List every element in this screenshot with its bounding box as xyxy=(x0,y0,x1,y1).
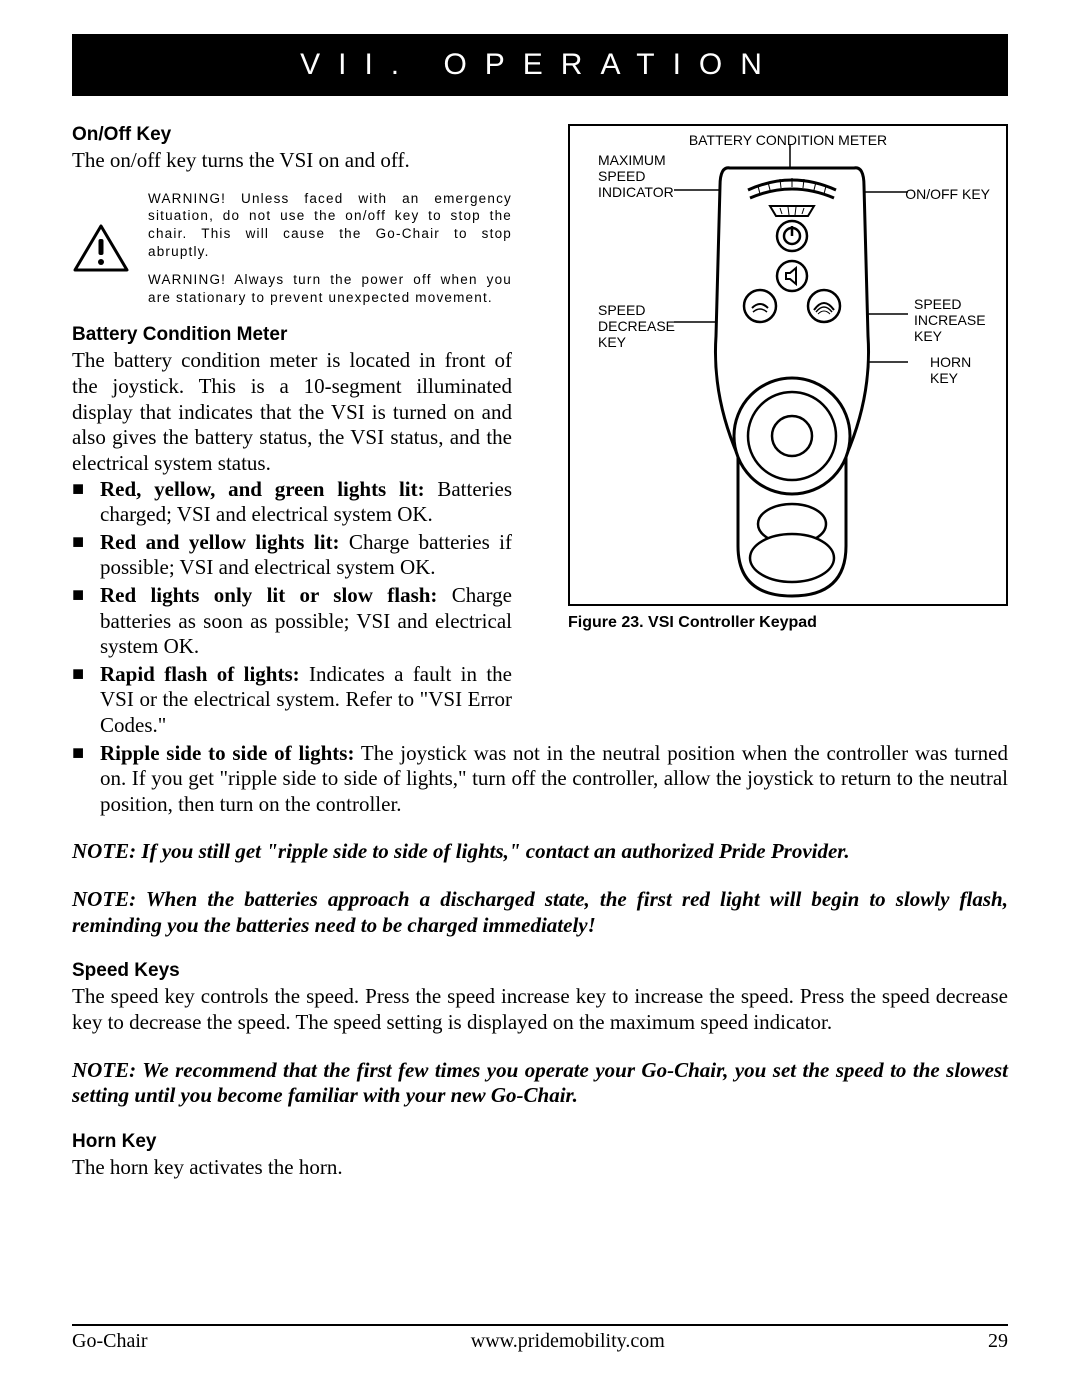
battery-item-3-bold: Red lights only lit or slow flash: xyxy=(100,583,437,607)
battery-item-2: Red and yellow lights lit: Charge batter… xyxy=(72,530,512,581)
footer-page-number: 29 xyxy=(988,1330,1008,1353)
section-header: VII. OPERATION xyxy=(72,34,1008,96)
text-horn: The horn key activates the horn. xyxy=(72,1155,1008,1181)
note-1: NOTE: If you still get "ripple side to s… xyxy=(72,839,1008,865)
battery-item-3: Red lights only lit or slow flash: Charg… xyxy=(72,583,512,660)
figure-caption: Figure 23. VSI Controller Keypad xyxy=(568,614,1008,632)
controller-diagram-icon xyxy=(570,126,1010,608)
battery-item-4: Rapid flash of lights: Indicates a fault… xyxy=(72,662,512,739)
warning-2: WARNING! Always turn the power off when … xyxy=(148,271,512,307)
footer-left: Go-Chair xyxy=(72,1330,148,1353)
battery-item-2-bold: Red and yellow lights lit: xyxy=(100,530,340,554)
warning-triangle-icon xyxy=(73,223,129,273)
heading-battery: Battery Condition Meter xyxy=(72,324,512,346)
footer-center: www.pridemobility.com xyxy=(471,1330,665,1353)
battery-item-4-bold: Rapid flash of lights: xyxy=(100,662,300,686)
warning-1: WARNING! Unless faced with an emergency … xyxy=(148,190,512,261)
battery-item-5-bold: Ripple side to side of lights: xyxy=(100,741,354,765)
battery-item-5: Ripple side to side of lights: The joyst… xyxy=(72,741,1008,818)
text-battery-intro: The battery condition meter is located i… xyxy=(72,348,512,476)
figure-vsi-keypad: BATTERY CONDITION METER MAXIMUMSPEEDINDI… xyxy=(568,124,1008,632)
heading-onoff: On/Off Key xyxy=(72,124,512,146)
heading-horn: Horn Key xyxy=(72,1131,1008,1153)
note-speed: NOTE: We recommend that the first few ti… xyxy=(72,1058,1008,1109)
page-footer: Go-Chair www.pridemobility.com 29 xyxy=(72,1324,1008,1353)
battery-item-1-bold: Red, yellow, and green lights lit: xyxy=(100,477,425,501)
warning-block: WARNING! Unless faced with an emergency … xyxy=(72,190,512,307)
text-onoff: The on/off key turns the VSI on and off. xyxy=(72,148,512,174)
text-speed: The speed key controls the speed. Press … xyxy=(72,984,1008,1035)
footer-rule xyxy=(72,1324,1008,1326)
battery-item-1: Red, yellow, and green lights lit: Batte… xyxy=(72,477,512,528)
note-2: NOTE: When the batteries approach a disc… xyxy=(72,887,1008,938)
heading-speed: Speed Keys xyxy=(72,960,1008,982)
